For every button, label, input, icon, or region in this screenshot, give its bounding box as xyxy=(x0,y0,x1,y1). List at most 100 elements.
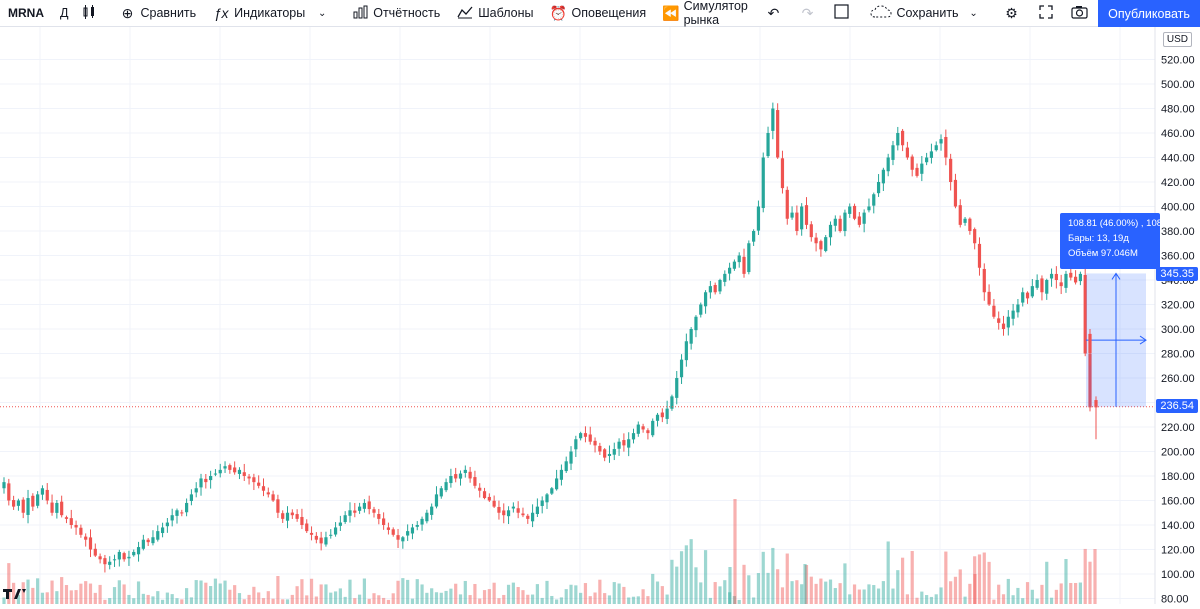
volume-bar xyxy=(45,592,49,604)
candle-body xyxy=(1045,280,1049,294)
volume-bar xyxy=(444,590,448,604)
reports-label: Отчётность xyxy=(373,6,441,20)
candle-body xyxy=(848,206,852,214)
fullscreen-button[interactable] xyxy=(1031,0,1065,27)
volume-bar xyxy=(603,593,607,604)
volume-bar xyxy=(309,578,314,604)
candle-body xyxy=(252,477,256,483)
price-chart[interactable]: 80.00 100.00 120.00 140.00 160.00 180.00 200.0… xyxy=(0,27,1200,606)
candle-body xyxy=(2,482,6,489)
alerts-button[interactable]: ⏰ Оповещения xyxy=(544,0,653,27)
templates-button[interactable]: Шаблоны xyxy=(450,0,539,27)
replay-button[interactable]: ⏪ Симулятор рынка xyxy=(656,0,754,27)
candle-body xyxy=(285,512,290,521)
candle-body xyxy=(333,527,338,535)
volume-bar xyxy=(170,594,174,604)
candle-body xyxy=(482,491,487,499)
volume-bar xyxy=(747,575,751,604)
candle-body xyxy=(627,439,631,448)
candle-body xyxy=(79,527,83,535)
candle-body xyxy=(756,206,761,231)
volume-bar xyxy=(694,567,698,604)
candle-body xyxy=(708,286,712,293)
snapshot-button[interactable] xyxy=(1065,0,1099,27)
candle-body xyxy=(723,273,727,282)
candle-body xyxy=(502,510,506,516)
candle-body xyxy=(963,218,967,223)
candle-body xyxy=(242,472,246,476)
candle-body xyxy=(684,341,688,361)
volume-bar xyxy=(790,581,794,604)
save-button[interactable]: Сохранить ⌄ xyxy=(864,0,992,27)
candle-body xyxy=(550,488,554,494)
reports-button[interactable]: Отчётность xyxy=(345,0,446,27)
volume-bar xyxy=(944,551,948,604)
price-axis-label: 260.00 xyxy=(1161,373,1195,385)
volume-bar xyxy=(631,596,636,604)
volume-bar xyxy=(60,577,64,604)
candle-body xyxy=(112,559,117,561)
publish-button[interactable]: Опубликовать xyxy=(1098,0,1200,27)
candle-body xyxy=(348,510,352,516)
indicators-button[interactable]: ƒx Индикаторы ⌄ xyxy=(206,0,341,27)
volume-bar xyxy=(209,586,213,604)
redo-button[interactable]: ↷ xyxy=(792,0,826,27)
candle-body xyxy=(55,502,59,513)
volume-bar xyxy=(607,595,612,604)
candle-body xyxy=(545,494,549,503)
candle-body xyxy=(766,133,770,157)
candle-body xyxy=(703,292,708,307)
undo-button[interactable]: ↶ xyxy=(758,0,792,27)
compare-label: Сравнить xyxy=(140,6,197,20)
chart-type-button[interactable] xyxy=(74,0,108,27)
price-axis-label: 200.00 xyxy=(1161,447,1195,459)
bar-chart-icon xyxy=(351,5,369,22)
chart-canvas[interactable]: 80.00 100.00 120.00 140.00 160.00 180.00 200.0… xyxy=(0,27,1200,606)
candle-body xyxy=(473,477,477,486)
current-price-tag: 236.54 xyxy=(1156,399,1198,413)
volume-bar xyxy=(540,597,544,604)
volume-bar xyxy=(285,599,290,604)
volume-bar xyxy=(958,569,962,604)
settings-button[interactable]: ⚙ xyxy=(997,0,1031,27)
volume-bar xyxy=(929,596,934,604)
currency-button[interactable]: USD xyxy=(1162,32,1192,47)
candle-body xyxy=(98,556,102,560)
interval-button[interactable]: Д xyxy=(60,6,69,20)
candle-body xyxy=(439,488,443,497)
volume-bar xyxy=(1016,587,1020,604)
price-axis-label: 480.00 xyxy=(1161,104,1195,116)
volume-bar xyxy=(338,588,342,604)
candle-body xyxy=(929,151,934,158)
volume-bar xyxy=(660,586,664,604)
volume-bar xyxy=(1045,561,1049,604)
candle-body xyxy=(953,179,958,207)
candle-body xyxy=(60,501,64,516)
volume-bar xyxy=(780,587,785,604)
candle-body xyxy=(814,237,818,244)
volume-bar xyxy=(180,599,184,604)
candle-body xyxy=(886,157,890,172)
volume-bar xyxy=(900,557,905,604)
measure-change: 108.81 (46.00%) , 108 xyxy=(1068,218,1160,229)
volume-bar xyxy=(881,581,885,604)
symbol-search-button[interactable]: MRNA xyxy=(8,6,44,20)
candle-body xyxy=(617,441,621,449)
volume-bar xyxy=(367,598,371,604)
volume-bar xyxy=(271,598,275,604)
candle-body xyxy=(362,502,366,509)
candle-body xyxy=(694,316,698,331)
volume-bar xyxy=(828,579,833,604)
volume-bar xyxy=(281,599,285,604)
volume-bar xyxy=(425,592,429,604)
volume-bar xyxy=(506,584,511,604)
volume-bar xyxy=(641,589,645,604)
candle-body xyxy=(752,231,756,242)
compare-button[interactable]: ⊕ Сравнить xyxy=(112,0,202,27)
square-icon xyxy=(832,4,850,22)
price-axis-label: 280.00 xyxy=(1161,349,1195,361)
candle-body xyxy=(785,189,789,219)
layout-button[interactable] xyxy=(826,0,860,27)
volume-bar xyxy=(420,584,424,604)
candle-body xyxy=(612,449,616,455)
